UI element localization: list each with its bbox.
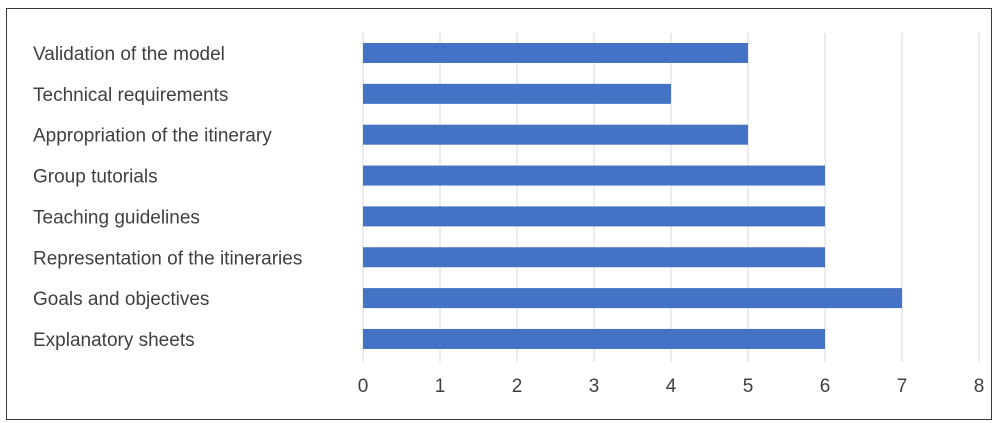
category-label: Validation of the model (33, 44, 225, 65)
category-label: Representation of the itineraries (33, 248, 302, 269)
bar (363, 125, 748, 145)
x-tick-label: 6 (820, 376, 831, 397)
category-label: Group tutorials (33, 167, 158, 188)
category-label: Teaching guidelines (33, 207, 200, 228)
x-tick-label: 4 (666, 376, 677, 397)
bar (363, 43, 748, 63)
category-labels: Validation of the model Technical require… (33, 44, 302, 351)
bar (363, 166, 825, 186)
gridlines (363, 33, 979, 362)
x-tick-label: 5 (743, 376, 754, 397)
bar (363, 84, 671, 104)
category-label: Goals and objectives (33, 289, 209, 310)
bar (363, 247, 825, 267)
category-label: Explanatory sheets (33, 330, 195, 351)
x-axis-tick-labels: 0 1 2 3 4 5 6 7 8 (358, 376, 985, 397)
x-tick-label: 7 (897, 376, 908, 397)
x-tick-label: 2 (512, 376, 523, 397)
bars (363, 43, 902, 349)
x-tick-label: 1 (435, 376, 446, 397)
bar (363, 206, 825, 226)
category-label: Technical requirements (33, 85, 228, 106)
bar (363, 329, 825, 349)
x-tick-label: 8 (974, 376, 985, 397)
x-tick-label: 0 (358, 376, 369, 397)
x-tick-label: 3 (589, 376, 600, 397)
bar (363, 288, 902, 308)
category-label: Appropriation of the itinerary (33, 126, 272, 147)
